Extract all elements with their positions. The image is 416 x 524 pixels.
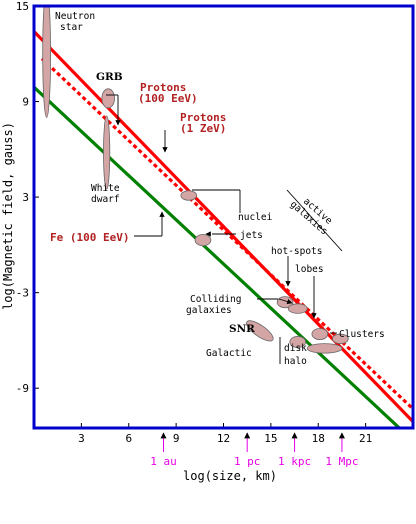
label-neutron-star-l1: Neutron (55, 11, 95, 22)
scale-label-2: 1 kpc (278, 455, 311, 468)
x-tick-label-1: 6 (125, 432, 132, 445)
ticks-layer: 3 6 9 12 15 18 21 15 9 3 -3 -9 (16, 0, 373, 445)
object-ellipse-8 (246, 320, 274, 342)
label-colliding-l1: Colliding (190, 294, 241, 305)
y-tick-label-4: -9 (16, 382, 29, 395)
object-ellipse-6 (287, 303, 308, 314)
label-protons-100-l2: (100 EeV) (138, 92, 198, 105)
label-white-dwarf-l2: dwarf (91, 194, 120, 205)
series-line-2 (34, 86, 402, 428)
label-white-dwarf-l1: White (91, 183, 120, 194)
object-ellipse-11 (332, 333, 349, 345)
label-grb: GRB (96, 71, 123, 83)
label-protons-100: Protons (100 EeV) (138, 81, 198, 105)
object-ellipse-4 (194, 234, 212, 247)
label-disk: disk (284, 343, 307, 354)
label-halo: halo (284, 356, 307, 367)
label-protons-100-l1: Protons (140, 81, 186, 94)
objects-layer (42, 6, 349, 354)
label-hot-spots: hot-spots (271, 246, 322, 257)
label-active-galaxies: activegalaxies (288, 191, 337, 238)
object-ellipse-1 (101, 88, 115, 109)
object-ellipse-9 (289, 336, 307, 348)
label-snr: SNR (229, 323, 255, 335)
x-tick-label-3: 12 (217, 432, 230, 445)
label-lobes: lobes (295, 264, 324, 275)
label-jets: jets (240, 230, 263, 241)
object-ellipse-10 (306, 343, 343, 354)
object-ellipse-7 (311, 328, 329, 341)
label-clusters: Clusters (339, 329, 385, 340)
scale-marks-layer: 1 au 1 pc 1 kpc 1 Mpc (150, 432, 359, 468)
annotation-leaders (106, 94, 343, 364)
label-nuclei: nuclei (238, 212, 273, 223)
label-white-dwarf: White dwarf (91, 183, 120, 205)
y-tick-label-0: 15 (16, 0, 29, 13)
series-line-0 (34, 30, 413, 423)
label-protons-1z-l1: Protons (180, 111, 226, 124)
x-axis-label: log(size, km) (183, 469, 277, 483)
plot-frame (32, 4, 415, 430)
x-tick-label-6: 21 (359, 432, 372, 445)
label-colliding-l2: galaxies (186, 305, 232, 316)
y-axis-label: log(Magnetic field, gauss) (1, 122, 15, 310)
object-ellipse-2 (103, 115, 111, 190)
label-neutron-star-l2: star (60, 22, 83, 33)
label-protons-1z-l2: (1 ZeV) (180, 122, 226, 135)
object-ellipse-3 (180, 190, 198, 201)
label-fe: Fe (100 EeV) (50, 231, 129, 244)
scale-label-1: 1 pc (234, 455, 261, 468)
x-tick-label-0: 3 (78, 432, 85, 445)
scale-label-0: 1 au (150, 455, 177, 468)
label-neutron-star: Neutron star (55, 11, 95, 33)
scale-label-3: 1 Mpc (325, 455, 358, 468)
y-tick-label-2: 3 (22, 191, 29, 204)
object-ellipse-0 (42, 6, 51, 118)
y-tick-label-3: -3 (16, 287, 29, 300)
y-tick-label-1: 9 (22, 96, 29, 109)
label-galactic: Galactic (206, 348, 252, 359)
x-tick-label-2: 9 (173, 432, 180, 445)
x-tick-label-4: 15 (264, 432, 277, 445)
label-colliding: Colliding galaxies (186, 294, 241, 316)
label-protons-1z: Protons (1 ZeV) (180, 111, 226, 135)
x-tick-label-5: 18 (312, 432, 325, 445)
annotation-labels: Neutron star GRB Protons (100 EeV) Protons… (50, 11, 385, 367)
